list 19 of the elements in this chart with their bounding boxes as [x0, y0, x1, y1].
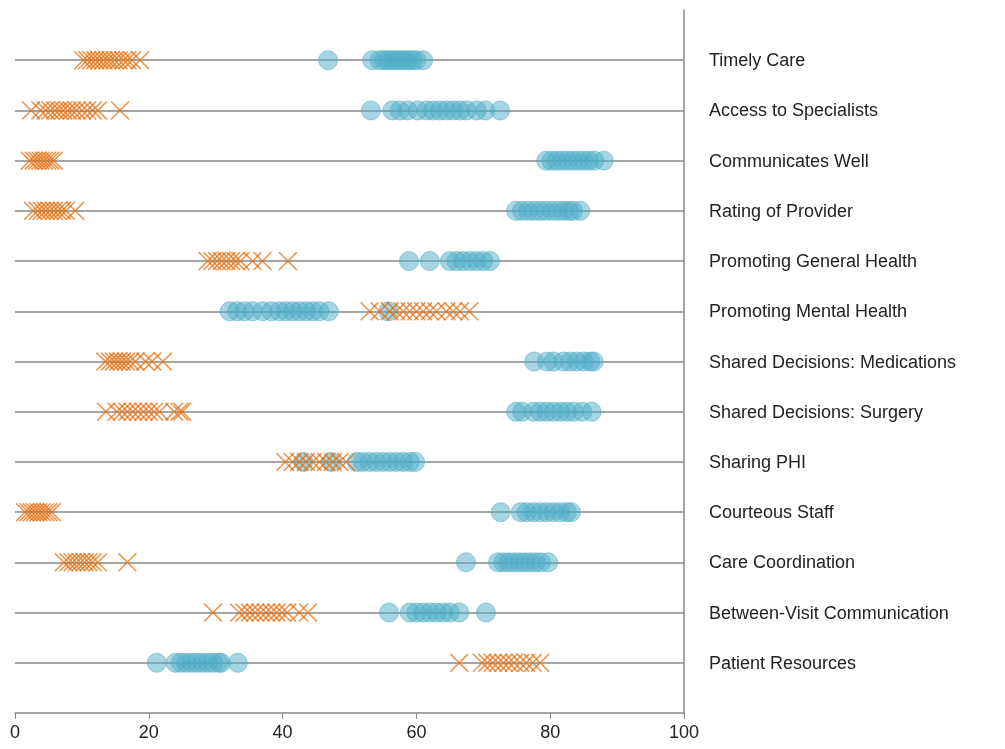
y-tick-label: Promoting General Health [709, 251, 918, 272]
y-tick-label: Shared Decisions: Medications [709, 351, 957, 372]
x-tick-label: 60 [406, 722, 427, 742]
x-tick-label: 0 [9, 722, 21, 742]
y-tick-label: Care Coordination [709, 552, 856, 573]
y-tick-label: Rating of Provider [709, 200, 854, 221]
x-tick-label: 40 [272, 722, 293, 742]
y-tick-label: Timely Care [709, 50, 806, 71]
y-tick-label: Patient Resources [709, 652, 857, 673]
y-tick-label: Shared Decisions: Surgery [709, 401, 924, 422]
y-tick-label: Courteous Staff [709, 502, 835, 523]
x-tick-label: 100 [668, 722, 700, 742]
y-tick-label: Sharing PHI [709, 451, 807, 472]
x-tick-label: 20 [138, 722, 159, 742]
y-tick-label: Access to Specialists [709, 100, 879, 121]
y-tick-label: Between-Visit Communication [709, 602, 949, 623]
y-tick-label: Promoting Mental Health [709, 301, 908, 322]
x-tick-label: 80 [540, 722, 561, 742]
y-tick-label: Communicates Well [709, 150, 869, 171]
